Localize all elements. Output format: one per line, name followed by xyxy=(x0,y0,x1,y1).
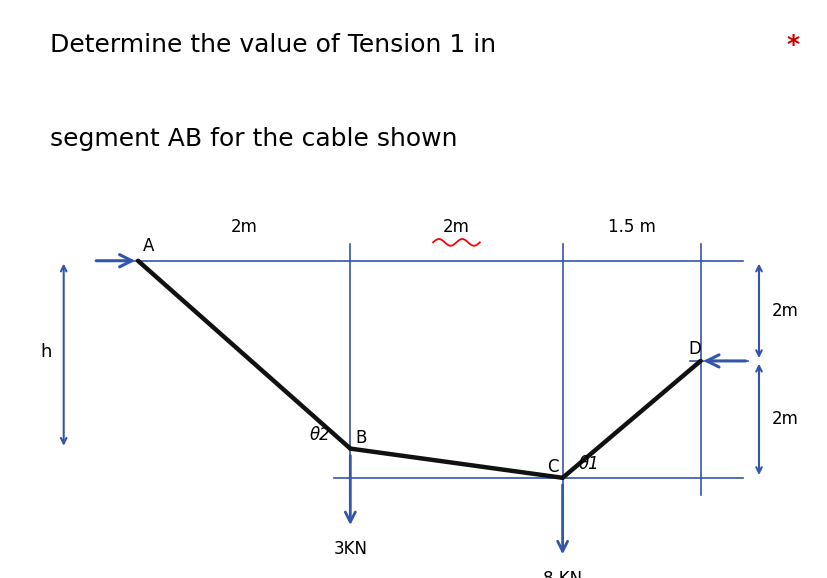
Text: B: B xyxy=(355,429,366,447)
Text: 1.5 m: 1.5 m xyxy=(607,218,655,236)
Text: D: D xyxy=(687,340,700,358)
Text: 2m: 2m xyxy=(442,218,470,236)
Text: 2m: 2m xyxy=(771,410,798,428)
Text: 3KN: 3KN xyxy=(333,540,367,558)
Text: θ2: θ2 xyxy=(309,426,330,444)
Text: C: C xyxy=(546,458,557,476)
Text: 2m: 2m xyxy=(231,218,257,236)
Text: θ1: θ1 xyxy=(578,455,599,473)
Text: *: * xyxy=(786,33,799,57)
Text: h: h xyxy=(41,343,51,361)
Text: 8 KN: 8 KN xyxy=(543,570,581,578)
Text: segment AB for the cable shown: segment AB for the cable shown xyxy=(50,127,457,151)
Text: A: A xyxy=(143,237,155,255)
Text: Determine the value of Tension 1 in: Determine the value of Tension 1 in xyxy=(50,33,495,57)
Text: 2m: 2m xyxy=(771,302,798,320)
